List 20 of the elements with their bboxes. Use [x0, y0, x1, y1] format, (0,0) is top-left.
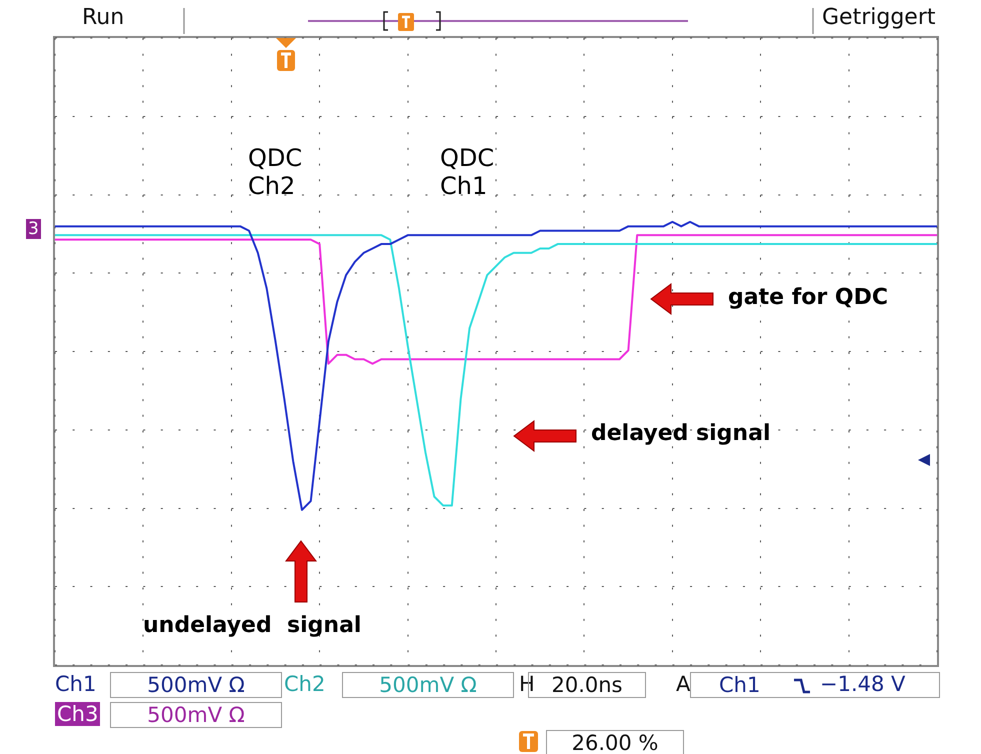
annotation: gate for QDC — [728, 285, 888, 310]
text: QDC Ch1 — [440, 144, 494, 200]
text: 26.00 % — [546, 730, 684, 754]
text: 500mV Ω — [342, 672, 514, 698]
annotation: delayed signal — [591, 421, 770, 446]
text: Ch1 — [55, 672, 96, 696]
text: 3 — [26, 219, 41, 239]
text: Run — [82, 5, 124, 30]
text: −1.48 V — [820, 672, 906, 696]
text: A — [676, 672, 690, 696]
text: 20.0ns — [551, 673, 622, 697]
text: QDC Ch2 — [248, 144, 302, 200]
text: 500mV Ω — [110, 702, 282, 728]
text: Getriggert — [822, 5, 936, 30]
text: Ch2 — [284, 672, 326, 696]
text: Ch3 — [55, 702, 100, 726]
text: H — [519, 672, 535, 696]
text: 500mV Ω — [110, 672, 282, 698]
text: Ch1 — [719, 673, 760, 697]
annotation: undelayed signal — [143, 613, 362, 638]
